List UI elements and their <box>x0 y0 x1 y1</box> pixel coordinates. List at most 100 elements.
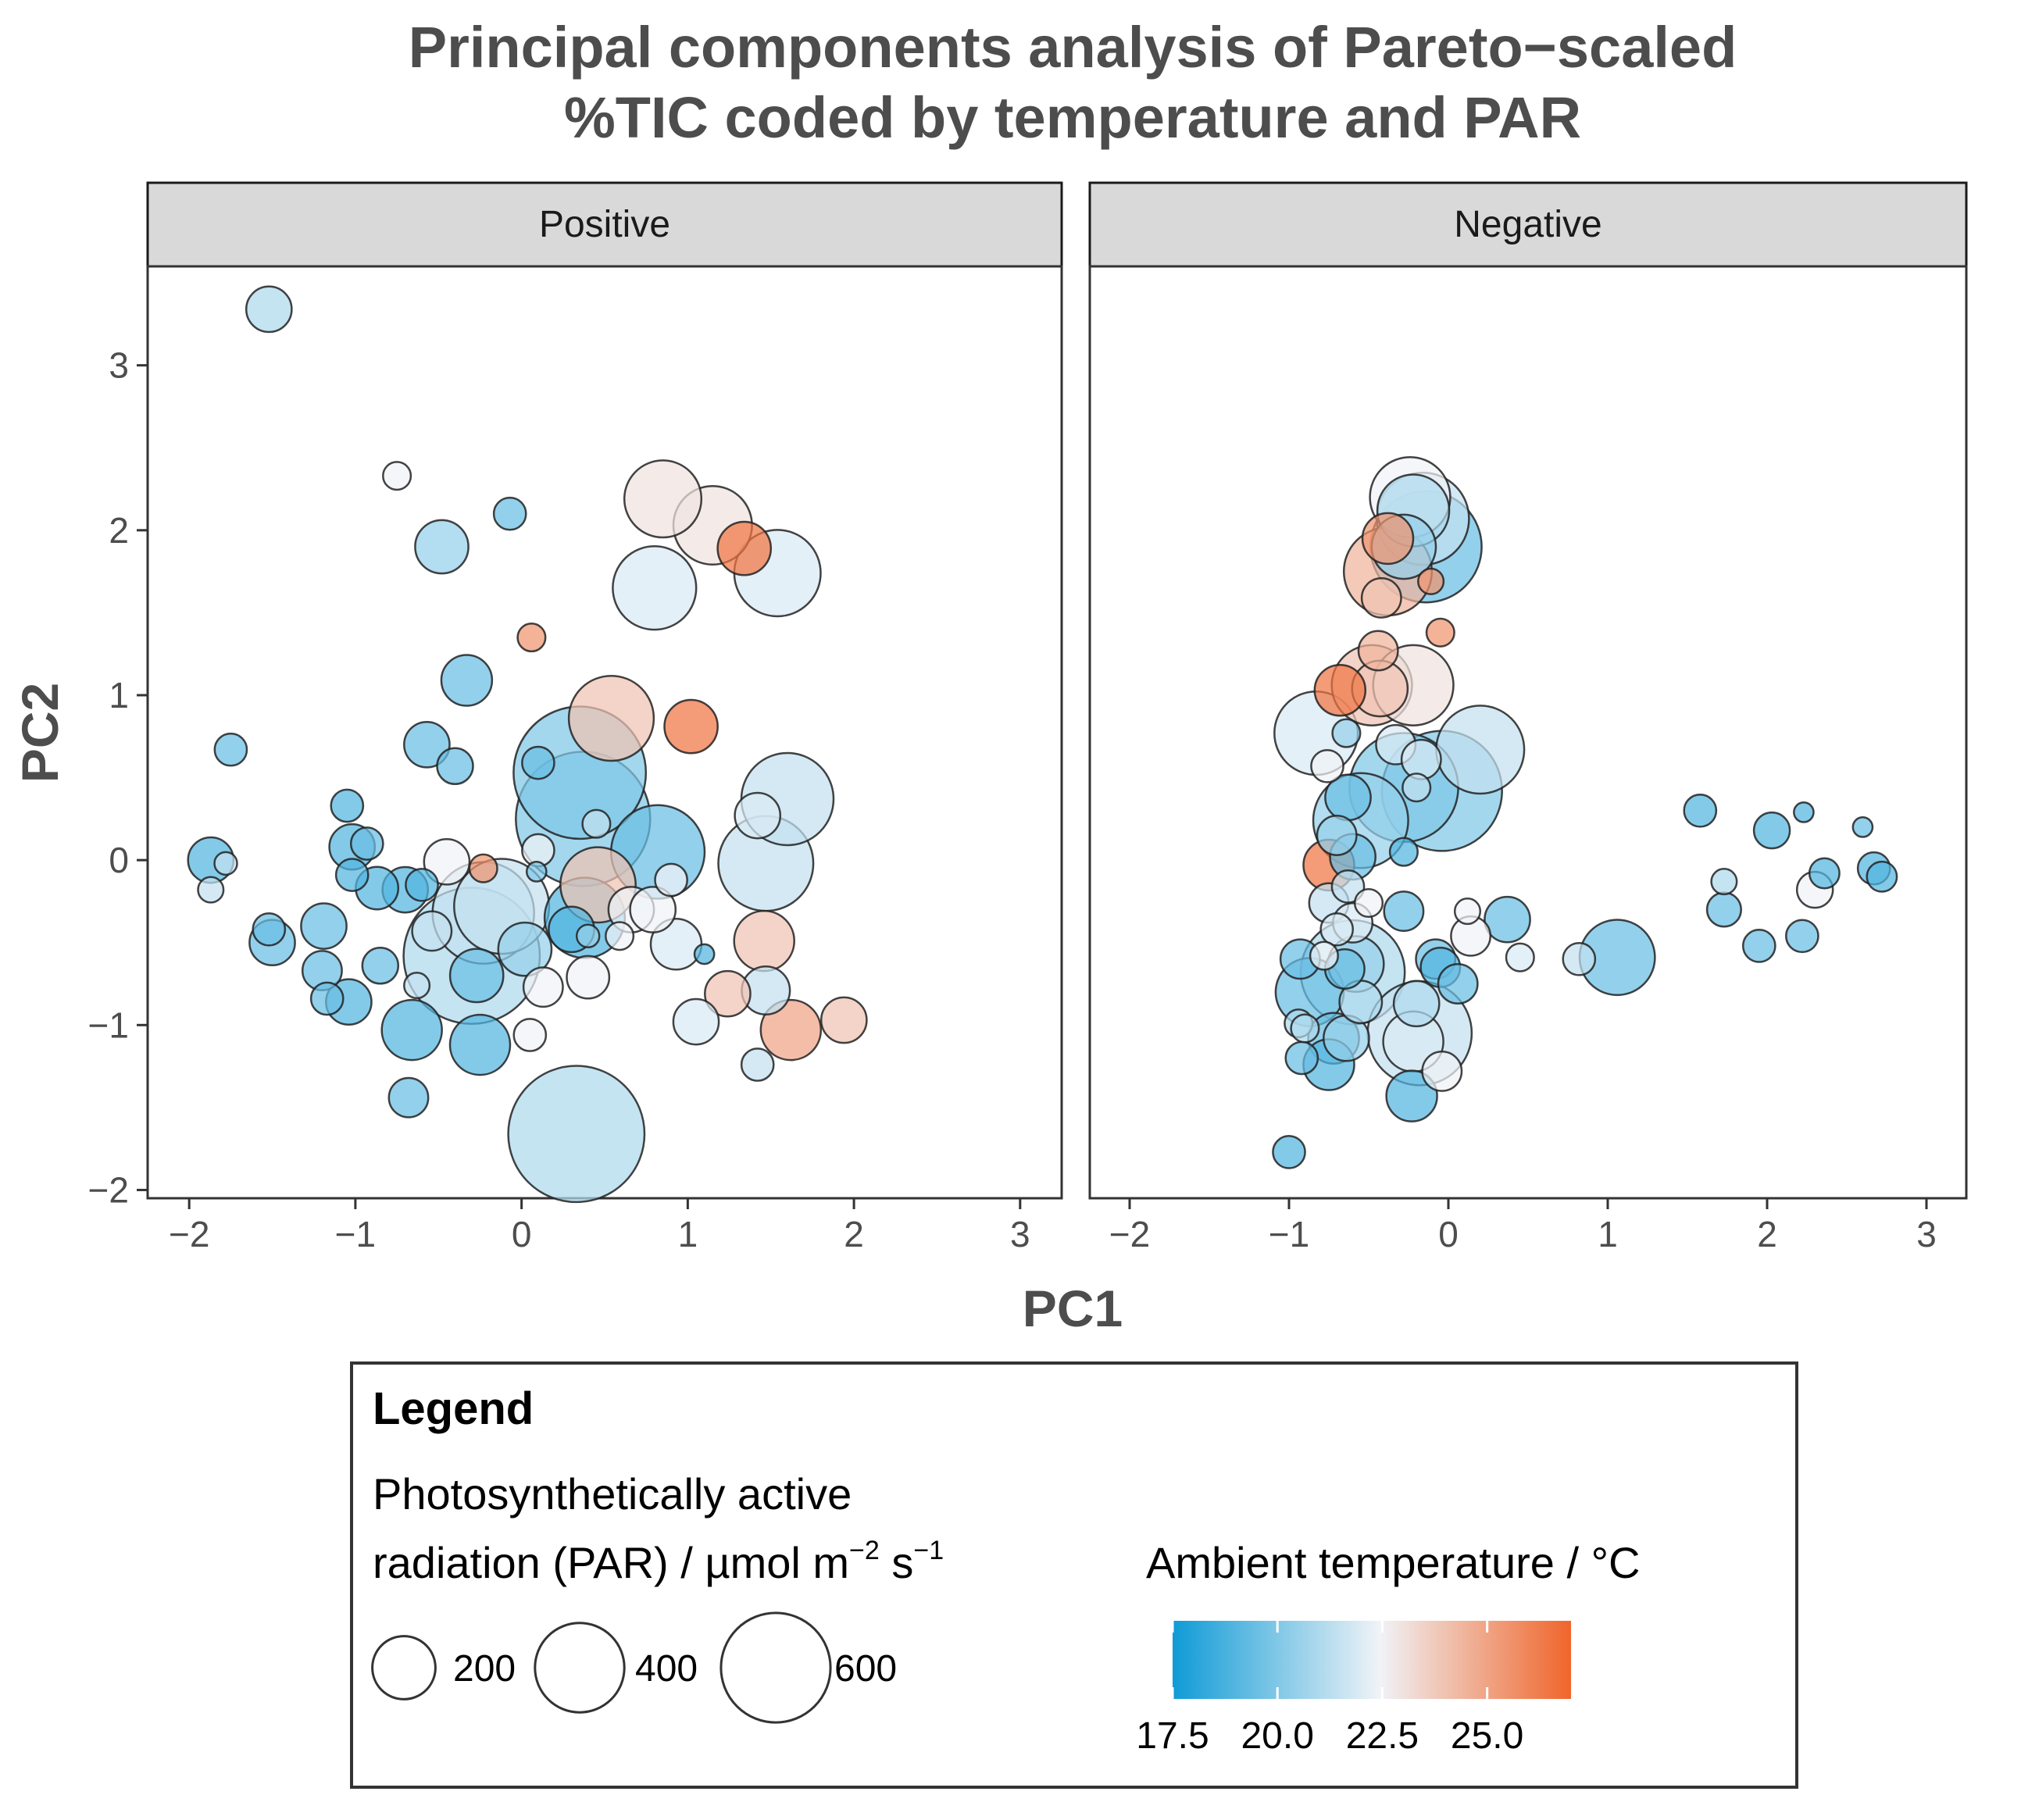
legend-size-label-400: 400 <box>635 1648 698 1690</box>
data-point-negative-16 <box>1331 718 1362 748</box>
x-tick-label: 3 <box>1010 1214 1030 1254</box>
data-point-positive-68 <box>448 1013 512 1076</box>
data-point-positive-69 <box>512 1018 548 1052</box>
data-point-positive-12 <box>663 698 719 755</box>
legend-colorbar <box>1173 1621 1571 1699</box>
y-axis: −2 −1 0 1 2 3 <box>88 345 148 1210</box>
data-point-positive-40 <box>252 912 287 947</box>
data-point-negative-26 <box>1316 815 1358 856</box>
x-tick-label: 2 <box>1757 1214 1777 1254</box>
legend-box <box>350 1361 1798 1789</box>
x-tick-label: 0 <box>512 1214 532 1254</box>
data-point-negative-30 <box>1330 869 1366 904</box>
points-negative <box>1272 455 1898 1169</box>
data-point-positive-35 <box>468 853 498 883</box>
data-point-positive-56 <box>733 909 795 972</box>
x-axis-title: PC1 <box>1023 1279 1123 1337</box>
data-point-positive-37 <box>525 861 548 883</box>
data-point-negative-25 <box>1401 773 1432 803</box>
x-tick-label: 1 <box>678 1214 698 1254</box>
data-point-positive-3 <box>414 519 470 575</box>
x-tick-label: −2 <box>1109 1214 1150 1254</box>
data-point-positive-51 <box>605 921 635 951</box>
data-point-positive-48 <box>497 921 553 977</box>
x-tick-label: −1 <box>335 1214 376 1254</box>
x-tick-label: 0 <box>1438 1214 1459 1254</box>
data-point-positive-63 <box>309 981 345 1016</box>
y-tick-label: 2 <box>109 510 129 551</box>
data-point-negative-34 <box>1453 898 1482 926</box>
data-point-positive-10 <box>440 654 494 707</box>
data-point-negative-11 <box>1313 663 1367 717</box>
data-point-positive-13 <box>213 732 248 767</box>
legend-size-label-200: 200 <box>453 1648 516 1690</box>
data-point-negative-37 <box>1319 912 1355 947</box>
data-point-positive-62 <box>522 966 564 1008</box>
data-point-positive-24 <box>330 788 365 823</box>
x-axis-negative: −2 −1 0 1 2 3 <box>1109 1198 1937 1254</box>
data-point-negative-47 <box>1562 941 1597 976</box>
legend-size-circle-600 <box>719 1611 832 1724</box>
chart-title-line-1: Principal components analysis of Pareto−… <box>409 15 1737 80</box>
data-point-positive-65 <box>704 969 752 1018</box>
x-tick-label: 2 <box>844 1214 864 1254</box>
data-point-negative-10 <box>1357 630 1399 672</box>
x-tick-label: −1 <box>1269 1214 1309 1254</box>
legend-color-label-22.5: 22.5 <box>1346 1715 1419 1757</box>
data-point-positive-30 <box>334 858 370 892</box>
data-point-negative-57 <box>1284 1040 1319 1076</box>
data-point-positive-14 <box>403 720 451 769</box>
y-tick-label: −2 <box>88 1169 129 1210</box>
data-point-negative-46 <box>1505 942 1535 972</box>
data-point-positive-1 <box>382 461 412 491</box>
y-tick-label: −1 <box>88 1005 129 1045</box>
data-point-positive-67 <box>380 998 443 1062</box>
data-point-negative-8 <box>1360 576 1402 619</box>
chart-title-line-2: %TIC coded by temperature and PAR <box>564 85 1581 150</box>
legend-par-title-line-2: radiation (PAR) / µmol m−2 s−1 <box>373 1536 944 1587</box>
data-point-negative-74 <box>1741 929 1776 963</box>
data-point-positive-53 <box>629 886 677 933</box>
data-point-negative-40 <box>1309 940 1339 971</box>
y-tick-label: 3 <box>109 345 129 386</box>
data-point-negative-63 <box>1272 1135 1306 1169</box>
data-point-positive-55 <box>693 943 716 965</box>
data-point-negative-52 <box>1437 963 1479 1005</box>
data-point-positive-58 <box>361 947 400 985</box>
data-point-negative-7 <box>1417 567 1445 595</box>
data-point-positive-27 <box>197 876 225 904</box>
strip-negative: Negative <box>1088 181 1968 268</box>
data-point-negative-75 <box>1785 919 1819 954</box>
data-point-negative-33 <box>1383 890 1425 933</box>
data-point-negative-71 <box>1808 857 1841 890</box>
legend-color-label-20.0: 20.0 <box>1241 1715 1313 1757</box>
data-point-negative-35 <box>1484 895 1531 944</box>
data-point-negative-9 <box>1425 617 1455 648</box>
legend: Legend Photosynthetically active radiati… <box>350 1361 1798 1789</box>
y-tick-label: 0 <box>109 840 129 880</box>
data-point-positive-29 <box>349 826 384 861</box>
data-point-positive-73 <box>740 1047 775 1082</box>
legend-color-label-25.0: 25.0 <box>1451 1715 1523 1757</box>
x-tick-label: −2 <box>169 1214 209 1254</box>
data-point-negative-29 <box>1388 837 1419 867</box>
data-point-negative-65 <box>1752 811 1791 850</box>
data-point-positive-34 <box>423 837 471 886</box>
data-point-positive-21 <box>734 791 782 840</box>
data-point-positive-4 <box>623 459 703 539</box>
data-point-positive-0 <box>245 285 293 334</box>
data-point-positive-59 <box>403 972 431 1000</box>
x-axis-positive: −2 −1 0 1 2 3 <box>169 1198 1030 1254</box>
data-point-negative-51 <box>1392 980 1441 1028</box>
legend-color-ticks: 17.5 20.0 22.5 25.0 <box>1136 1621 1523 1757</box>
data-point-positive-8 <box>612 545 698 631</box>
x-tick-label: 1 <box>1598 1214 1618 1254</box>
data-point-positive-6 <box>716 520 773 576</box>
data-point-negative-73 <box>1866 860 1898 893</box>
data-point-positive-39 <box>654 862 688 898</box>
legend-size-keys: 200 400 600 <box>371 1611 897 1724</box>
data-point-positive-2 <box>492 496 527 531</box>
data-point-negative-69 <box>1705 891 1742 928</box>
data-point-positive-74 <box>387 1076 430 1119</box>
